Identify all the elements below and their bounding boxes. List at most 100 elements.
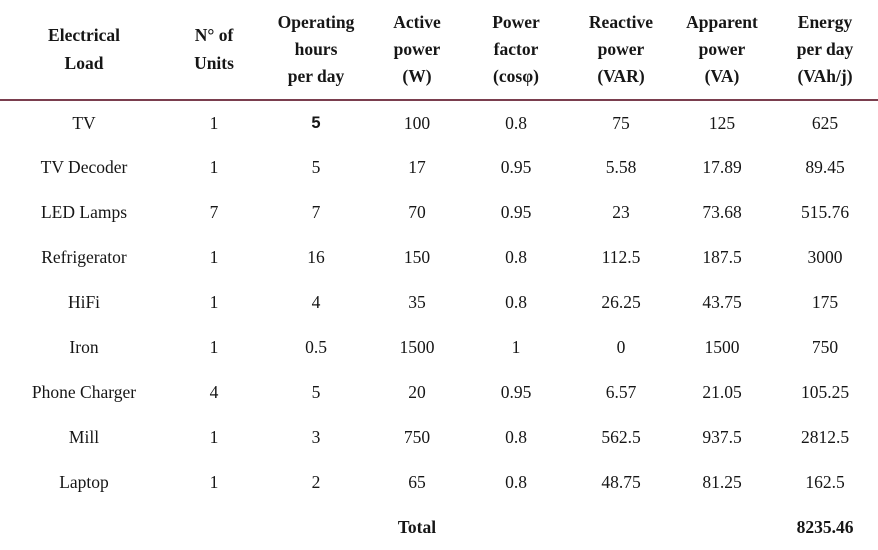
total-row: Total 8235.46 xyxy=(0,505,878,550)
cell-apparent-power: 1500 xyxy=(704,337,740,357)
cell-energy: 162.5 xyxy=(805,472,845,492)
total-energy-value: 8235.46 xyxy=(796,517,854,537)
col-header-reactive-power: Reactive power (VAR) xyxy=(570,0,672,101)
cell-hours: 3 xyxy=(311,427,321,447)
cell-reactive-power: 23 xyxy=(612,202,630,222)
table-row-led-lamps: LED Lamps 7 7 70 0.95 23 73.68 515.76 xyxy=(0,190,878,235)
cell-active-power: 70 xyxy=(408,202,426,222)
cell-hours: 16 xyxy=(307,247,325,267)
cell-reactive-power: 0 xyxy=(616,337,626,357)
cell-reactive-power: 48.75 xyxy=(601,472,641,492)
cell-apparent-power: 125 xyxy=(708,112,736,133)
cell-active-power: 100 xyxy=(403,112,431,133)
cell-hours: 2 xyxy=(311,472,321,492)
cell-units: 1 xyxy=(209,247,219,267)
cell-active-power: 17 xyxy=(408,157,426,177)
cell-units: 1 xyxy=(209,292,219,312)
cell-load: Phone Charger xyxy=(31,382,137,402)
cell-active-power: 750 xyxy=(403,427,431,447)
cell-load: TV Decoder xyxy=(40,157,128,177)
cell-reactive-power: 562.5 xyxy=(601,427,641,447)
cell-reactive-power: 75 xyxy=(612,112,630,133)
cell-energy: 2812.5 xyxy=(800,427,850,447)
cell-units: 1 xyxy=(209,427,219,447)
cell-reactive-power: 26.25 xyxy=(601,292,641,312)
cell-empty xyxy=(260,505,372,550)
cell-load: HiFi xyxy=(67,292,101,312)
cell-hours: 5 xyxy=(311,382,321,402)
cell-empty xyxy=(0,505,168,550)
table-row-tv: TV 1 5 100 0.8 75 125 625 xyxy=(0,100,878,145)
cell-empty xyxy=(672,505,772,550)
table-row-mill: Mill 1 3 750 0.8 562.5 937.5 2812.5 xyxy=(0,415,878,460)
cell-apparent-power: 73.68 xyxy=(702,202,742,222)
cell-load: Laptop xyxy=(59,472,109,492)
cell-units: 1 xyxy=(209,157,219,177)
cell-power-factor: 0.8 xyxy=(505,427,527,447)
cell-load: LED Lamps xyxy=(40,202,128,222)
col-header-active-power: Active power (W) xyxy=(372,0,462,101)
cell-power-factor: 0.95 xyxy=(500,157,532,177)
cell-hours: 5 xyxy=(311,113,321,132)
cell-power-factor: 0.8 xyxy=(505,292,527,312)
cell-load: Refrigerator xyxy=(41,247,127,267)
col-header-energy-per-day: Energy per day (VAh/j) xyxy=(772,0,878,101)
total-label: Total xyxy=(397,517,437,537)
cell-units: 7 xyxy=(209,202,219,222)
cell-hours: 7 xyxy=(311,202,321,222)
cell-energy: 89.45 xyxy=(805,157,845,177)
col-header-units: N° of Units xyxy=(168,0,260,101)
cell-energy: 175 xyxy=(811,292,839,312)
cell-empty xyxy=(462,505,570,550)
cell-load: Iron xyxy=(69,337,99,357)
table-row-iron: Iron 1 0.5 1500 1 0 1500 750 xyxy=(0,325,878,370)
cell-load: TV xyxy=(72,112,96,133)
cell-apparent-power: 187.5 xyxy=(702,247,742,267)
table-row-phone-charger: Phone Charger 4 5 20 0.95 6.57 21.05 105… xyxy=(0,370,878,415)
cell-apparent-power: 21.05 xyxy=(702,382,742,402)
cell-power-factor: 0.95 xyxy=(500,382,532,402)
cell-units: 1 xyxy=(209,112,219,133)
cell-active-power: 1500 xyxy=(399,337,435,357)
cell-active-power: 35 xyxy=(408,292,426,312)
cell-apparent-power: 81.25 xyxy=(702,472,742,492)
table-row-tv-decoder: TV Decoder 1 5 17 0.95 5.58 17.89 89.45 xyxy=(0,145,878,190)
cell-units: 4 xyxy=(209,382,219,402)
cell-power-factor: 1 xyxy=(511,337,521,357)
cell-hours: 0.5 xyxy=(305,337,327,357)
cell-energy: 515.76 xyxy=(800,202,850,222)
table-row-laptop: Laptop 1 2 65 0.8 48.75 81.25 162.5 xyxy=(0,460,878,505)
cell-reactive-power: 6.57 xyxy=(605,382,637,402)
cell-active-power: 20 xyxy=(408,382,426,402)
table-row-refrigerator: Refrigerator 1 16 150 0.8 112.5 187.5 30… xyxy=(0,235,878,280)
cell-energy: 750 xyxy=(811,337,839,357)
cell-power-factor: 0.95 xyxy=(500,202,532,222)
col-header-apparent-power: Apparent power (VA) xyxy=(672,0,772,101)
cell-units: 1 xyxy=(209,337,219,357)
cell-active-power: 150 xyxy=(403,247,431,267)
cell-hours: 4 xyxy=(311,292,321,312)
cell-power-factor: 0.8 xyxy=(505,247,527,267)
col-header-power-factor: Power factor (cosφ) xyxy=(462,0,570,101)
cell-power-factor: 0.8 xyxy=(505,472,527,492)
cell-energy: 105.25 xyxy=(800,382,850,402)
cell-energy: 625 xyxy=(811,112,839,133)
cell-units: 1 xyxy=(209,472,219,492)
cell-empty xyxy=(570,505,672,550)
table-row-hifi: HiFi 1 4 35 0.8 26.25 43.75 175 xyxy=(0,280,878,325)
cell-reactive-power: 5.58 xyxy=(605,157,637,177)
cell-reactive-power: 112.5 xyxy=(601,247,641,267)
cell-hours: 5 xyxy=(311,157,321,177)
cell-power-factor: 0.8 xyxy=(505,112,527,133)
cell-apparent-power: 17.89 xyxy=(702,157,742,177)
cell-load: Mill xyxy=(68,427,100,447)
cell-empty xyxy=(168,505,260,550)
cell-active-power: 65 xyxy=(408,472,426,492)
cell-apparent-power: 937.5 xyxy=(702,427,742,447)
col-header-electrical-load: Electrical Load xyxy=(0,0,168,101)
col-header-operating-hours: Operating hours per day xyxy=(260,0,372,101)
header-row: Electrical Load N° of Units Operating ho… xyxy=(0,0,878,101)
cell-energy: 3000 xyxy=(807,247,843,267)
